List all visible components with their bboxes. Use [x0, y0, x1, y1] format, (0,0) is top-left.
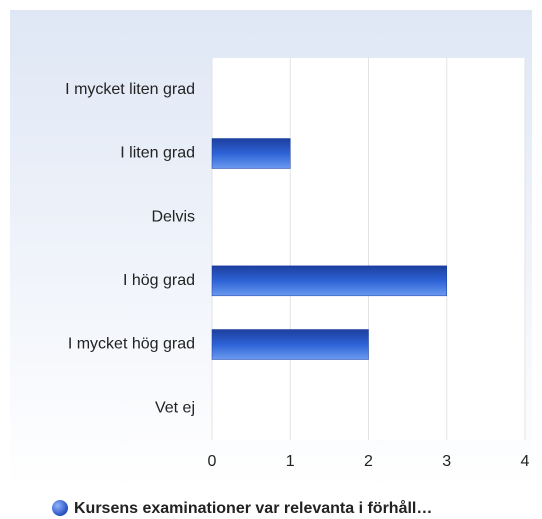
x-tick-label: 2 — [364, 453, 373, 470]
y-tick-label: Delvis — [151, 208, 195, 225]
x-tick-label: 3 — [442, 453, 451, 470]
bar — [211, 329, 369, 360]
bar — [211, 138, 291, 169]
legend-marker — [52, 500, 68, 516]
y-tick-label: I liten grad — [120, 145, 195, 162]
y-tick-label: Vet ej — [155, 399, 195, 416]
bar — [211, 265, 447, 297]
y-tick-label: I mycket hög grad — [68, 336, 195, 353]
x-tick-label: 0 — [208, 453, 217, 470]
x-tick-label: 1 — [286, 453, 295, 470]
x-tick-label: 4 — [521, 453, 530, 470]
legend-label: Kursens examinationer var relevanta i fö… — [74, 499, 432, 517]
y-tick-label: I mycket liten grad — [65, 81, 195, 98]
y-tick-label: I hög grad — [123, 272, 195, 289]
